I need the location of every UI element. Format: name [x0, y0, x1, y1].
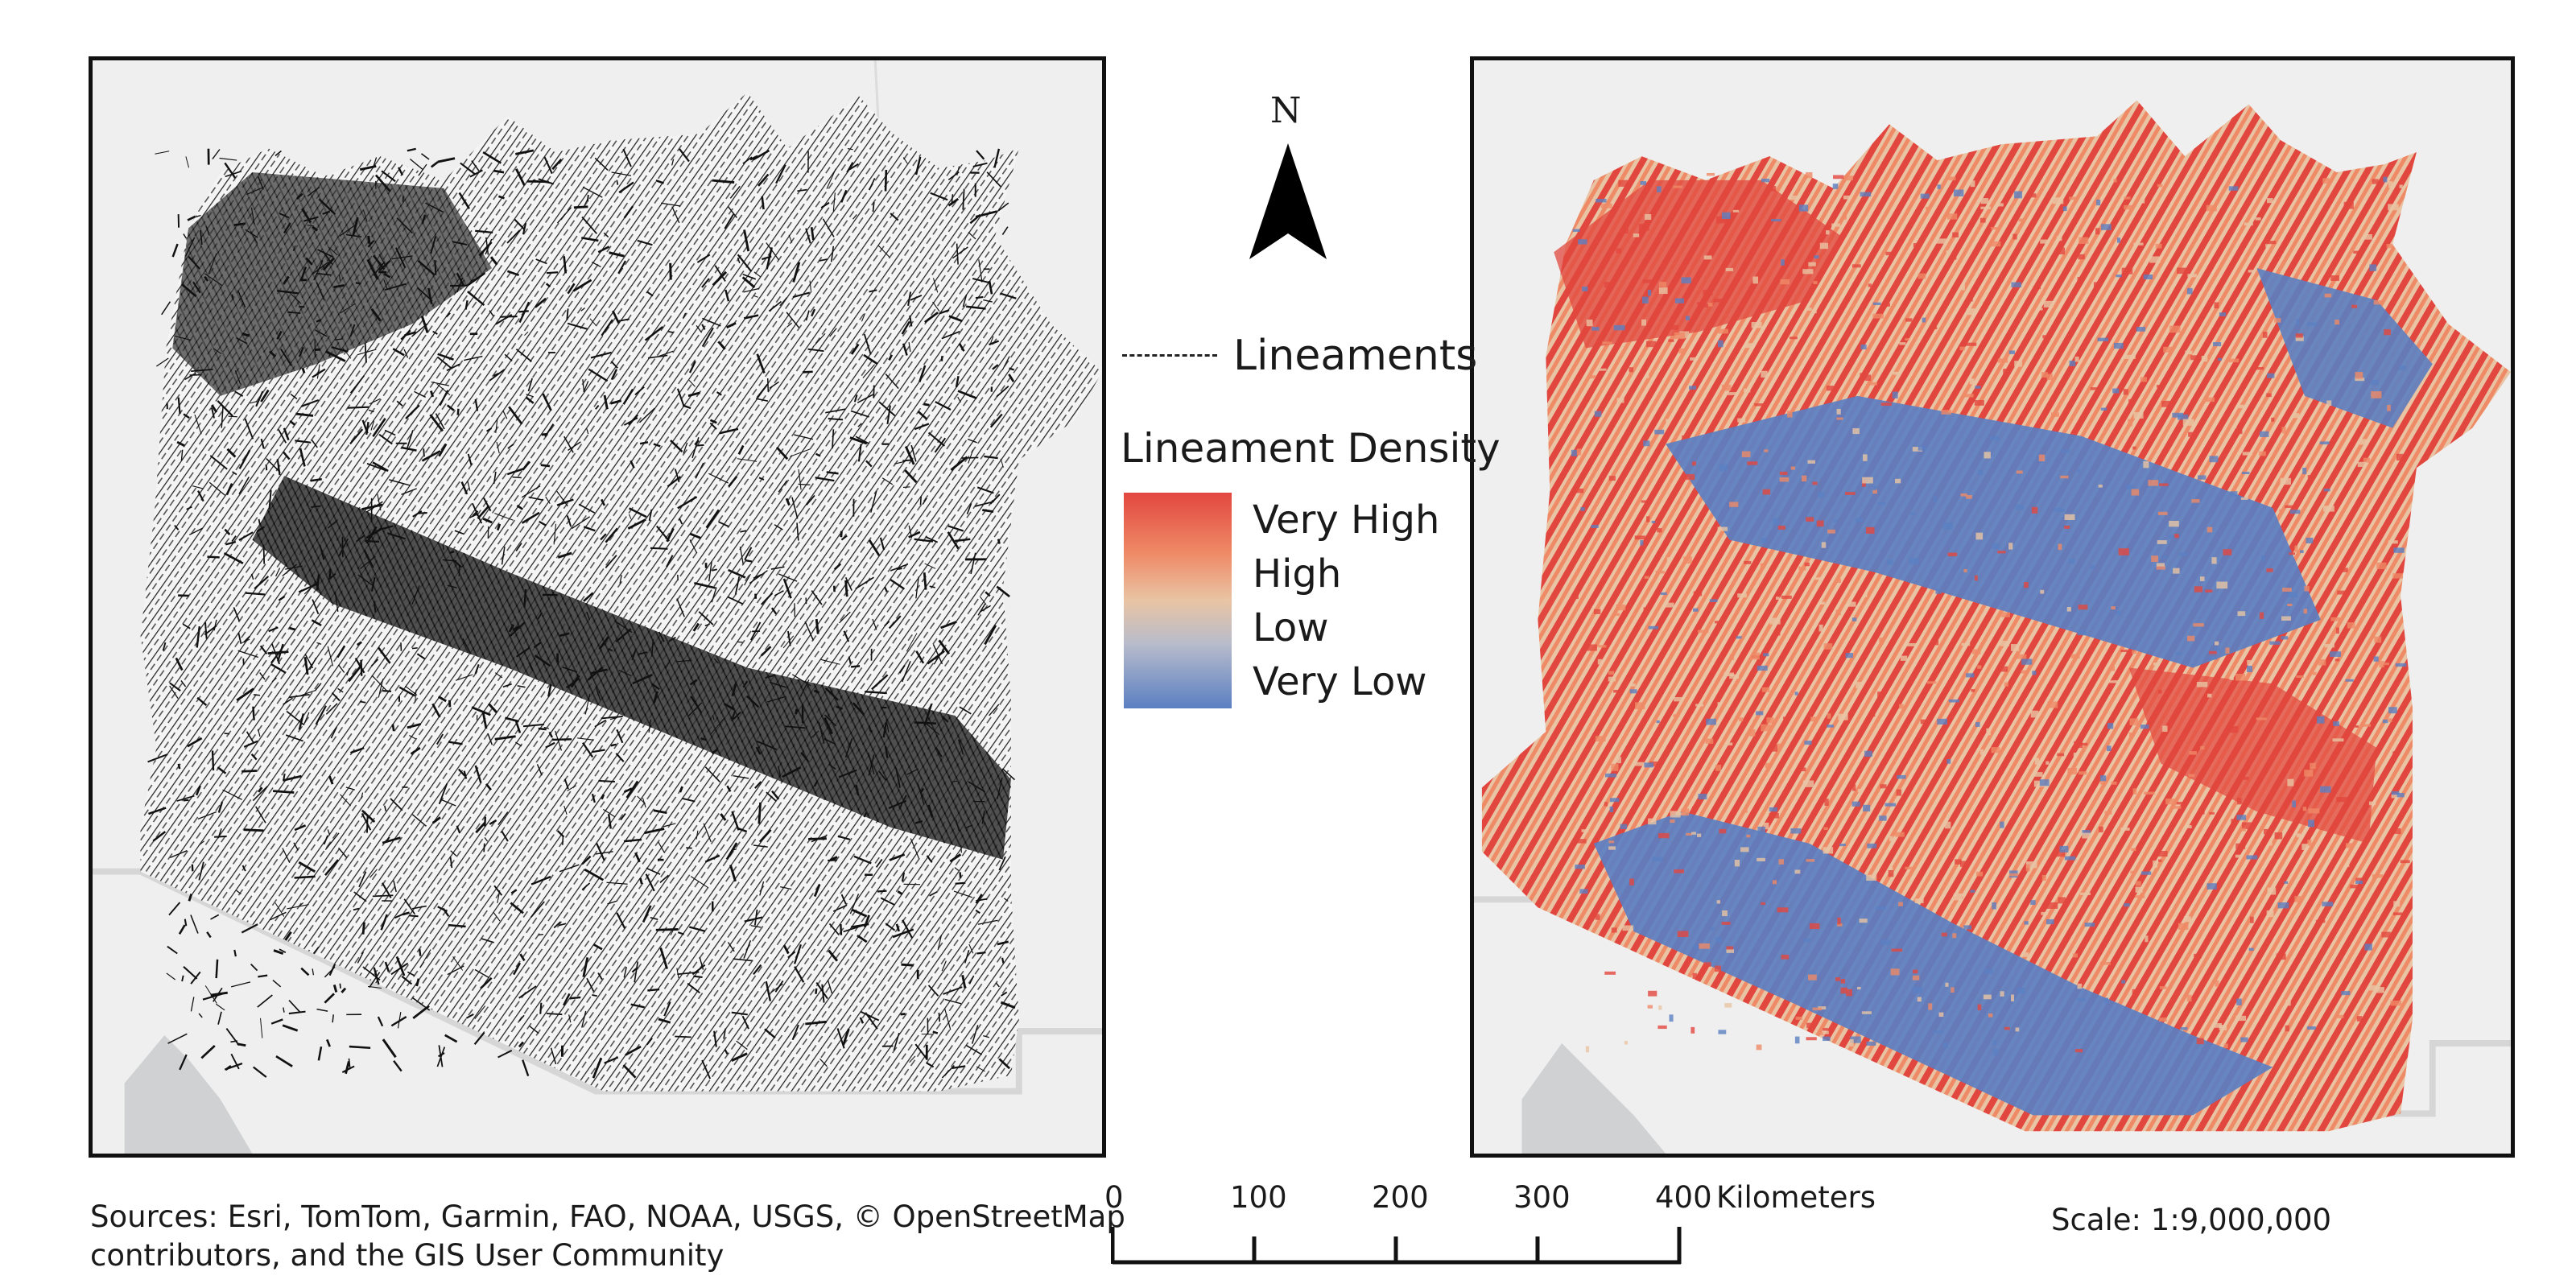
lineament-density-map[interactable] — [1470, 56, 2515, 1158]
sources-line-2: contributors, and the GIS User Community — [90, 1238, 724, 1273]
lineaments-dense-band — [252, 476, 1011, 860]
lineament-strokes — [147, 147, 1017, 1080]
legend-class-very-low: Very Low — [1253, 659, 1427, 704]
density-map-canvas — [1474, 100, 2511, 1154]
very-low-zone-south — [1593, 811, 2273, 1116]
scale-tick-400: 400 — [1655, 1180, 1712, 1215]
sources-line-1: Sources: Esri, TomTom, Garmin, FAO, NOAA… — [90, 1199, 1125, 1234]
north-letter: N — [1270, 90, 1302, 131]
lineaments-legend-label: Lineaments — [1233, 332, 1478, 380]
north-arrow-icon — [1249, 143, 1327, 259]
scale-unit: Kilometers — [1716, 1180, 1876, 1215]
very-low-zone-central — [1666, 395, 2321, 668]
lineaments-dense-north — [172, 171, 493, 396]
legend-class-very-high: Very High — [1253, 497, 1440, 543]
water-body — [124, 1035, 253, 1154]
very-high-zone-east — [2128, 667, 2377, 844]
density-color-ramp — [1124, 493, 1232, 708]
density-legend-title: Lineament Density — [1121, 425, 1501, 472]
scale-ratio-text: Scale: 1:9,000,000 — [2051, 1203, 2332, 1237]
water-body — [1521, 1043, 1666, 1154]
scale-tick-200: 200 — [1372, 1180, 1429, 1215]
scale-tick-0: 0 — [1104, 1180, 1124, 1215]
scale-bar — [1111, 1227, 1682, 1265]
scale-tick-100: 100 — [1230, 1180, 1287, 1215]
density-speckle — [1571, 171, 2410, 1056]
legend-class-low: Low — [1253, 605, 1329, 650]
sources-attribution: Sources: Esri, TomTom, Garmin, FAO, NOAA… — [90, 1198, 1125, 1275]
lineaments-map[interactable] — [89, 56, 1106, 1158]
legend-class-high: High — [1253, 551, 1342, 597]
very-low-zone-east — [2256, 268, 2433, 428]
lineaments-map-canvas — [93, 60, 1102, 1154]
lineaments-region — [140, 92, 1102, 1092]
very-high-zone-north — [1554, 180, 1842, 349]
lineaments-legend-symbol — [1122, 354, 1217, 357]
scale-tick-300: 300 — [1513, 1180, 1571, 1215]
